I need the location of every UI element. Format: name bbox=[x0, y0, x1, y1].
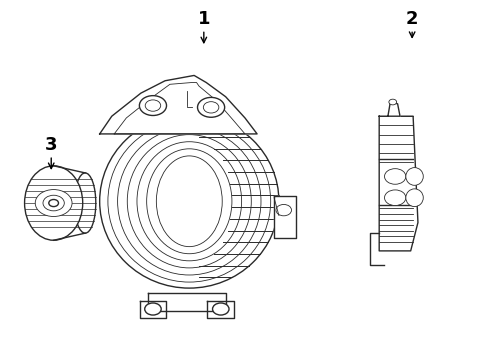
Polygon shape bbox=[274, 196, 296, 238]
Ellipse shape bbox=[74, 173, 96, 233]
Ellipse shape bbox=[24, 166, 83, 240]
Circle shape bbox=[389, 99, 396, 105]
Polygon shape bbox=[388, 102, 400, 116]
Text: 2: 2 bbox=[406, 10, 418, 28]
Circle shape bbox=[197, 98, 224, 117]
Text: 1: 1 bbox=[197, 10, 210, 28]
Polygon shape bbox=[99, 76, 257, 134]
Circle shape bbox=[139, 96, 167, 116]
Circle shape bbox=[385, 190, 406, 206]
Polygon shape bbox=[148, 293, 225, 311]
Polygon shape bbox=[140, 301, 166, 318]
Circle shape bbox=[213, 303, 229, 315]
Polygon shape bbox=[379, 116, 418, 251]
Circle shape bbox=[49, 199, 58, 207]
Circle shape bbox=[35, 190, 72, 216]
Circle shape bbox=[145, 303, 161, 315]
Circle shape bbox=[385, 168, 406, 184]
Circle shape bbox=[43, 195, 64, 211]
Ellipse shape bbox=[406, 189, 423, 207]
Ellipse shape bbox=[99, 114, 279, 288]
Circle shape bbox=[203, 102, 219, 113]
Circle shape bbox=[145, 100, 161, 111]
Ellipse shape bbox=[406, 168, 423, 185]
Text: 3: 3 bbox=[45, 136, 57, 154]
Polygon shape bbox=[207, 301, 234, 318]
Circle shape bbox=[276, 204, 292, 216]
